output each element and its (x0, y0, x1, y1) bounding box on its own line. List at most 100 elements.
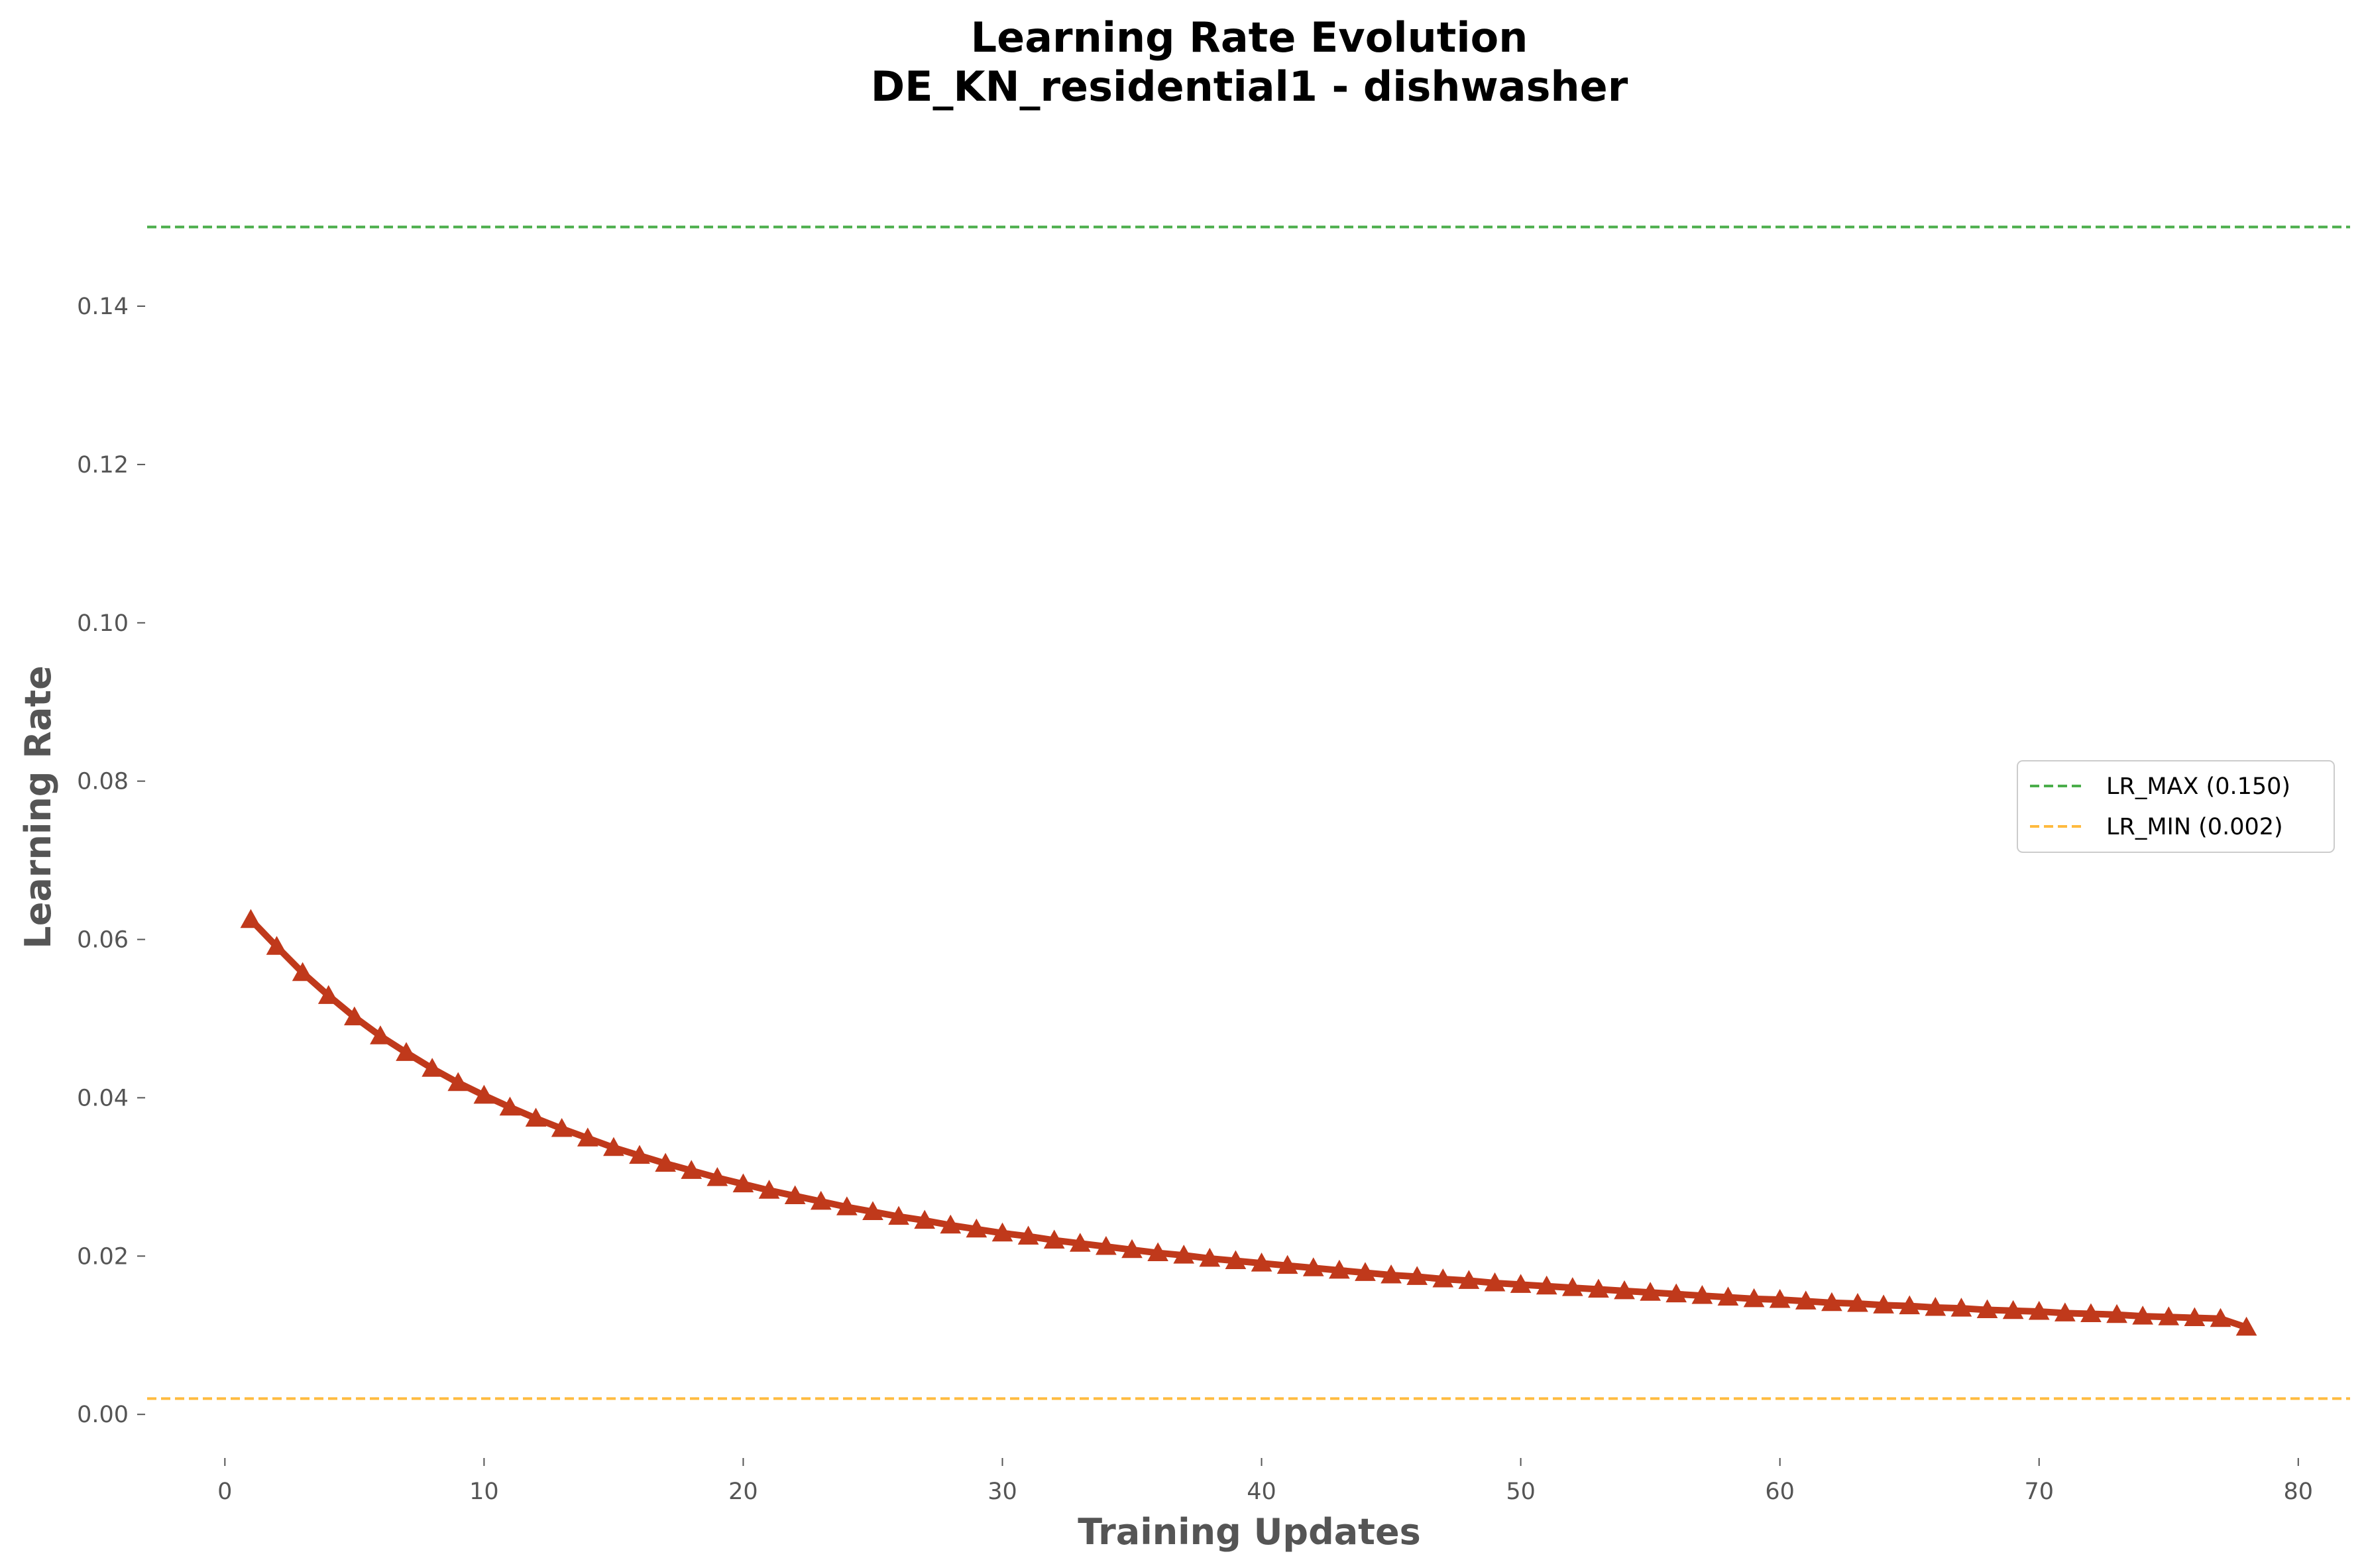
reference-lines (147, 225, 2350, 1400)
data-point (292, 962, 313, 981)
data-point (1329, 1259, 1350, 1279)
data-point (991, 1222, 1013, 1242)
data-point (1899, 1295, 1921, 1315)
data-point (888, 1205, 909, 1225)
data-point (966, 1218, 987, 1238)
chart-title-line1: Learning Rate Evolution (971, 13, 1528, 62)
data-point (1096, 1235, 1117, 1255)
data-point (1640, 1282, 1661, 1301)
y-tick-label: 0.10 (77, 610, 129, 637)
x-tick-label: 30 (987, 1479, 1017, 1505)
data-point (706, 1167, 728, 1186)
data-point (1925, 1296, 1946, 1316)
data-point (525, 1107, 547, 1127)
x-tick-label: 80 (2284, 1479, 2314, 1505)
data-point (1355, 1262, 1376, 1281)
data-point (1147, 1242, 1168, 1262)
data-point (1225, 1250, 1247, 1269)
data-point (914, 1209, 936, 1229)
data-point (836, 1196, 858, 1215)
x-tick-label: 0 (217, 1479, 232, 1505)
data-point (1199, 1247, 1221, 1267)
data-point (1251, 1253, 1272, 1272)
y-tick-label: 0.04 (77, 1085, 129, 1111)
data-point (940, 1214, 962, 1234)
data-point (1121, 1239, 1143, 1259)
data-point (2054, 1302, 2076, 1321)
data-point (1017, 1225, 1039, 1245)
data-point (810, 1190, 832, 1210)
y-tick-label: 0.14 (77, 294, 129, 320)
data-point (499, 1096, 521, 1116)
data-point (2106, 1304, 2127, 1323)
data-point (1380, 1264, 1402, 1284)
data-point (1536, 1275, 1557, 1295)
data-point (2158, 1306, 2180, 1325)
y-tick-label: 0.02 (77, 1243, 129, 1270)
data-point (266, 936, 288, 955)
legend-label-lr-max: LR_MAX (0.150) (2106, 773, 2290, 800)
data-point (784, 1185, 806, 1205)
data-point (758, 1180, 780, 1199)
data-point (603, 1137, 624, 1156)
data-point (422, 1058, 443, 1077)
y-axis-ticks: 0.00 0.02 0.04 0.06 0.08 0.10 0.12 0.14 (77, 294, 145, 1428)
legend: LR_MAX (0.150) LR_MIN (0.002) (2017, 760, 2335, 853)
data-point (1950, 1298, 1972, 1317)
x-tick-label: 60 (1765, 1479, 1795, 1505)
legend-label-lr-min: LR_MIN (0.002) (2106, 814, 2283, 840)
data-point (396, 1042, 417, 1061)
data-point (551, 1117, 573, 1137)
data-point (1717, 1286, 1739, 1306)
data-point (2080, 1303, 2102, 1323)
data-point (317, 985, 339, 1004)
chart-title-line2: DE_KN_residential1 - dishwasher (871, 62, 1628, 111)
legend-frame (2017, 760, 2335, 853)
data-point (2002, 1300, 2024, 1319)
data-point (1173, 1245, 1195, 1264)
data-point (1795, 1290, 1817, 1310)
x-tick-label: 40 (1247, 1479, 1276, 1505)
data-point (2184, 1307, 2206, 1326)
data-point (473, 1084, 495, 1104)
data-point (862, 1201, 883, 1220)
data-point (1069, 1233, 1091, 1252)
series-line-0 (247, 916, 2250, 1331)
data-point (2210, 1308, 2231, 1327)
data-point (681, 1160, 703, 1179)
data-point (629, 1145, 650, 1164)
x-tick-label: 50 (1506, 1479, 1536, 1505)
x-tick-label: 70 (2024, 1479, 2054, 1505)
data-point (1484, 1272, 1506, 1292)
data-point (1043, 1229, 1065, 1249)
data-point (1276, 1255, 1298, 1274)
x-tick-label: 20 (728, 1479, 758, 1505)
data-point (655, 1152, 676, 1172)
data-point (577, 1127, 598, 1147)
data-point (447, 1072, 469, 1092)
y-tick-label: 0.12 (77, 452, 129, 478)
y-tick-label: 0.00 (77, 1402, 129, 1428)
data-point (1873, 1294, 1894, 1314)
data-point (1406, 1266, 1428, 1285)
x-tick-label: 10 (469, 1479, 499, 1505)
data-point (2028, 1300, 2050, 1320)
y-tick-label: 0.06 (77, 927, 129, 954)
y-tick-label: 0.08 (77, 769, 129, 795)
x-axis-label: Training Updates (1078, 1511, 1421, 1553)
data-point (1588, 1278, 1609, 1298)
series-layer (240, 909, 2257, 1336)
data-point (1561, 1277, 1583, 1296)
x-axis-ticks: 0 10 20 30 40 50 60 70 80 (217, 1458, 2313, 1505)
data-point (1821, 1292, 1842, 1312)
data-point (343, 1006, 365, 1026)
data-point (1769, 1288, 1791, 1308)
data-point (1458, 1270, 1480, 1289)
y-axis-label: Learning Rate (17, 665, 59, 948)
data-point (2132, 1306, 2154, 1325)
data-point (1510, 1274, 1532, 1293)
data-point (240, 909, 262, 928)
data-point (1665, 1283, 1687, 1303)
data-point (1847, 1292, 1868, 1312)
